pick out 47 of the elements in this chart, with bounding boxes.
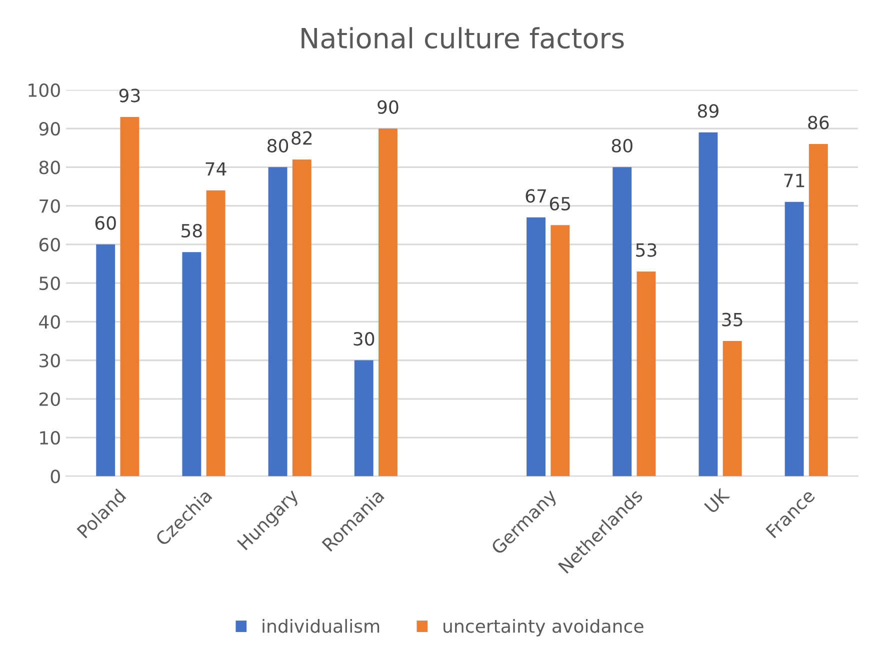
data-label: 74 bbox=[206, 162, 226, 176]
bar bbox=[268, 167, 288, 476]
y-tick-label: 70 bbox=[40, 199, 60, 213]
legend-label: individualism bbox=[262, 618, 380, 633]
y-tick-label: 60 bbox=[39, 238, 60, 252]
data-label: 89 bbox=[698, 104, 718, 118]
bar bbox=[292, 159, 312, 476]
data-label: 93 bbox=[119, 88, 140, 102]
bar bbox=[526, 217, 546, 476]
data-label: 90 bbox=[378, 100, 398, 114]
bar bbox=[96, 244, 116, 476]
y-tick-label: 90 bbox=[39, 122, 60, 136]
bar bbox=[354, 360, 374, 476]
y-tick-label: 10 bbox=[40, 431, 60, 445]
bar bbox=[722, 340, 742, 476]
y-tick-label: 100 bbox=[28, 83, 60, 98]
bar bbox=[784, 202, 804, 476]
data-label: 71 bbox=[784, 174, 804, 188]
bar bbox=[612, 167, 632, 476]
y-tick-label: 0 bbox=[50, 470, 60, 484]
data-label: 65 bbox=[550, 196, 570, 210]
data-label: 53 bbox=[636, 243, 656, 257]
bar bbox=[120, 116, 140, 476]
data-label: 67 bbox=[526, 189, 546, 203]
bar bbox=[378, 128, 398, 476]
bar bbox=[182, 252, 202, 476]
bar bbox=[636, 271, 656, 476]
data-label: 60 bbox=[95, 216, 116, 230]
bar bbox=[808, 144, 828, 476]
data-label: 35 bbox=[722, 312, 742, 326]
y-tick-label: 20 bbox=[39, 392, 60, 406]
bar bbox=[206, 190, 226, 476]
data-label: 86 bbox=[808, 116, 829, 130]
bar bbox=[550, 225, 570, 476]
chart-title: National culture factors bbox=[302, 27, 624, 49]
data-label: 30 bbox=[354, 332, 374, 346]
y-tick-label: 40 bbox=[39, 315, 60, 329]
y-tick-label: 30 bbox=[40, 354, 60, 368]
bar bbox=[698, 132, 718, 476]
x-tick-label: UK bbox=[704, 487, 730, 514]
y-tick-label: 80 bbox=[39, 160, 60, 174]
legend-label: uncertainty avoidance bbox=[444, 618, 644, 636]
y-tick-label: 50 bbox=[40, 276, 60, 290]
data-label: 80 bbox=[612, 138, 632, 153]
data-label: 58 bbox=[182, 224, 202, 238]
data-label: 80 bbox=[268, 138, 288, 153]
data-label: 82 bbox=[292, 131, 312, 145]
